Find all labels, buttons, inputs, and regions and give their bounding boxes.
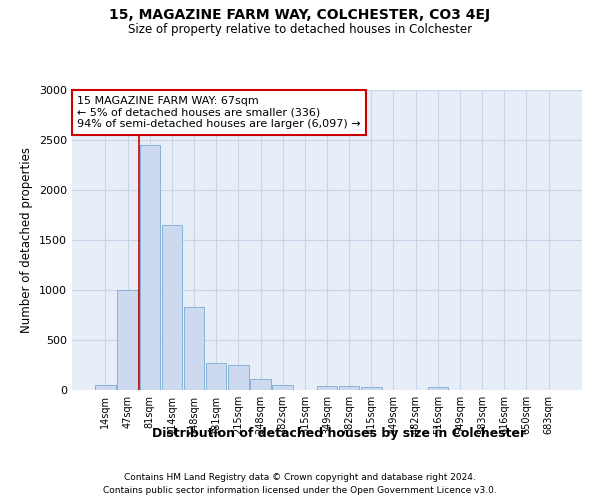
Bar: [250, 378, 271, 390]
Text: 15, MAGAZINE FARM WAY, COLCHESTER, CO3 4EJ: 15, MAGAZINE FARM WAY, COLCHESTER, CO3 4…: [109, 8, 491, 22]
Bar: [118, 290, 138, 390]
Bar: [206, 363, 226, 390]
Y-axis label: Number of detached properties: Number of detached properties: [20, 147, 34, 333]
Bar: [161, 225, 182, 390]
Text: Contains public sector information licensed under the Open Government Licence v3: Contains public sector information licen…: [103, 486, 497, 495]
Text: 15 MAGAZINE FARM WAY: 67sqm
← 5% of detached houses are smaller (336)
94% of sem: 15 MAGAZINE FARM WAY: 67sqm ← 5% of deta…: [77, 96, 361, 129]
Bar: [339, 386, 359, 390]
Bar: [140, 145, 160, 390]
Text: Size of property relative to detached houses in Colchester: Size of property relative to detached ho…: [128, 22, 472, 36]
Bar: [361, 387, 382, 390]
Text: Contains HM Land Registry data © Crown copyright and database right 2024.: Contains HM Land Registry data © Crown c…: [124, 472, 476, 482]
Bar: [95, 385, 116, 390]
Bar: [272, 385, 293, 390]
Bar: [184, 307, 204, 390]
Bar: [317, 386, 337, 390]
Bar: [228, 364, 248, 390]
Text: Distribution of detached houses by size in Colchester: Distribution of detached houses by size …: [152, 428, 526, 440]
Bar: [428, 387, 448, 390]
